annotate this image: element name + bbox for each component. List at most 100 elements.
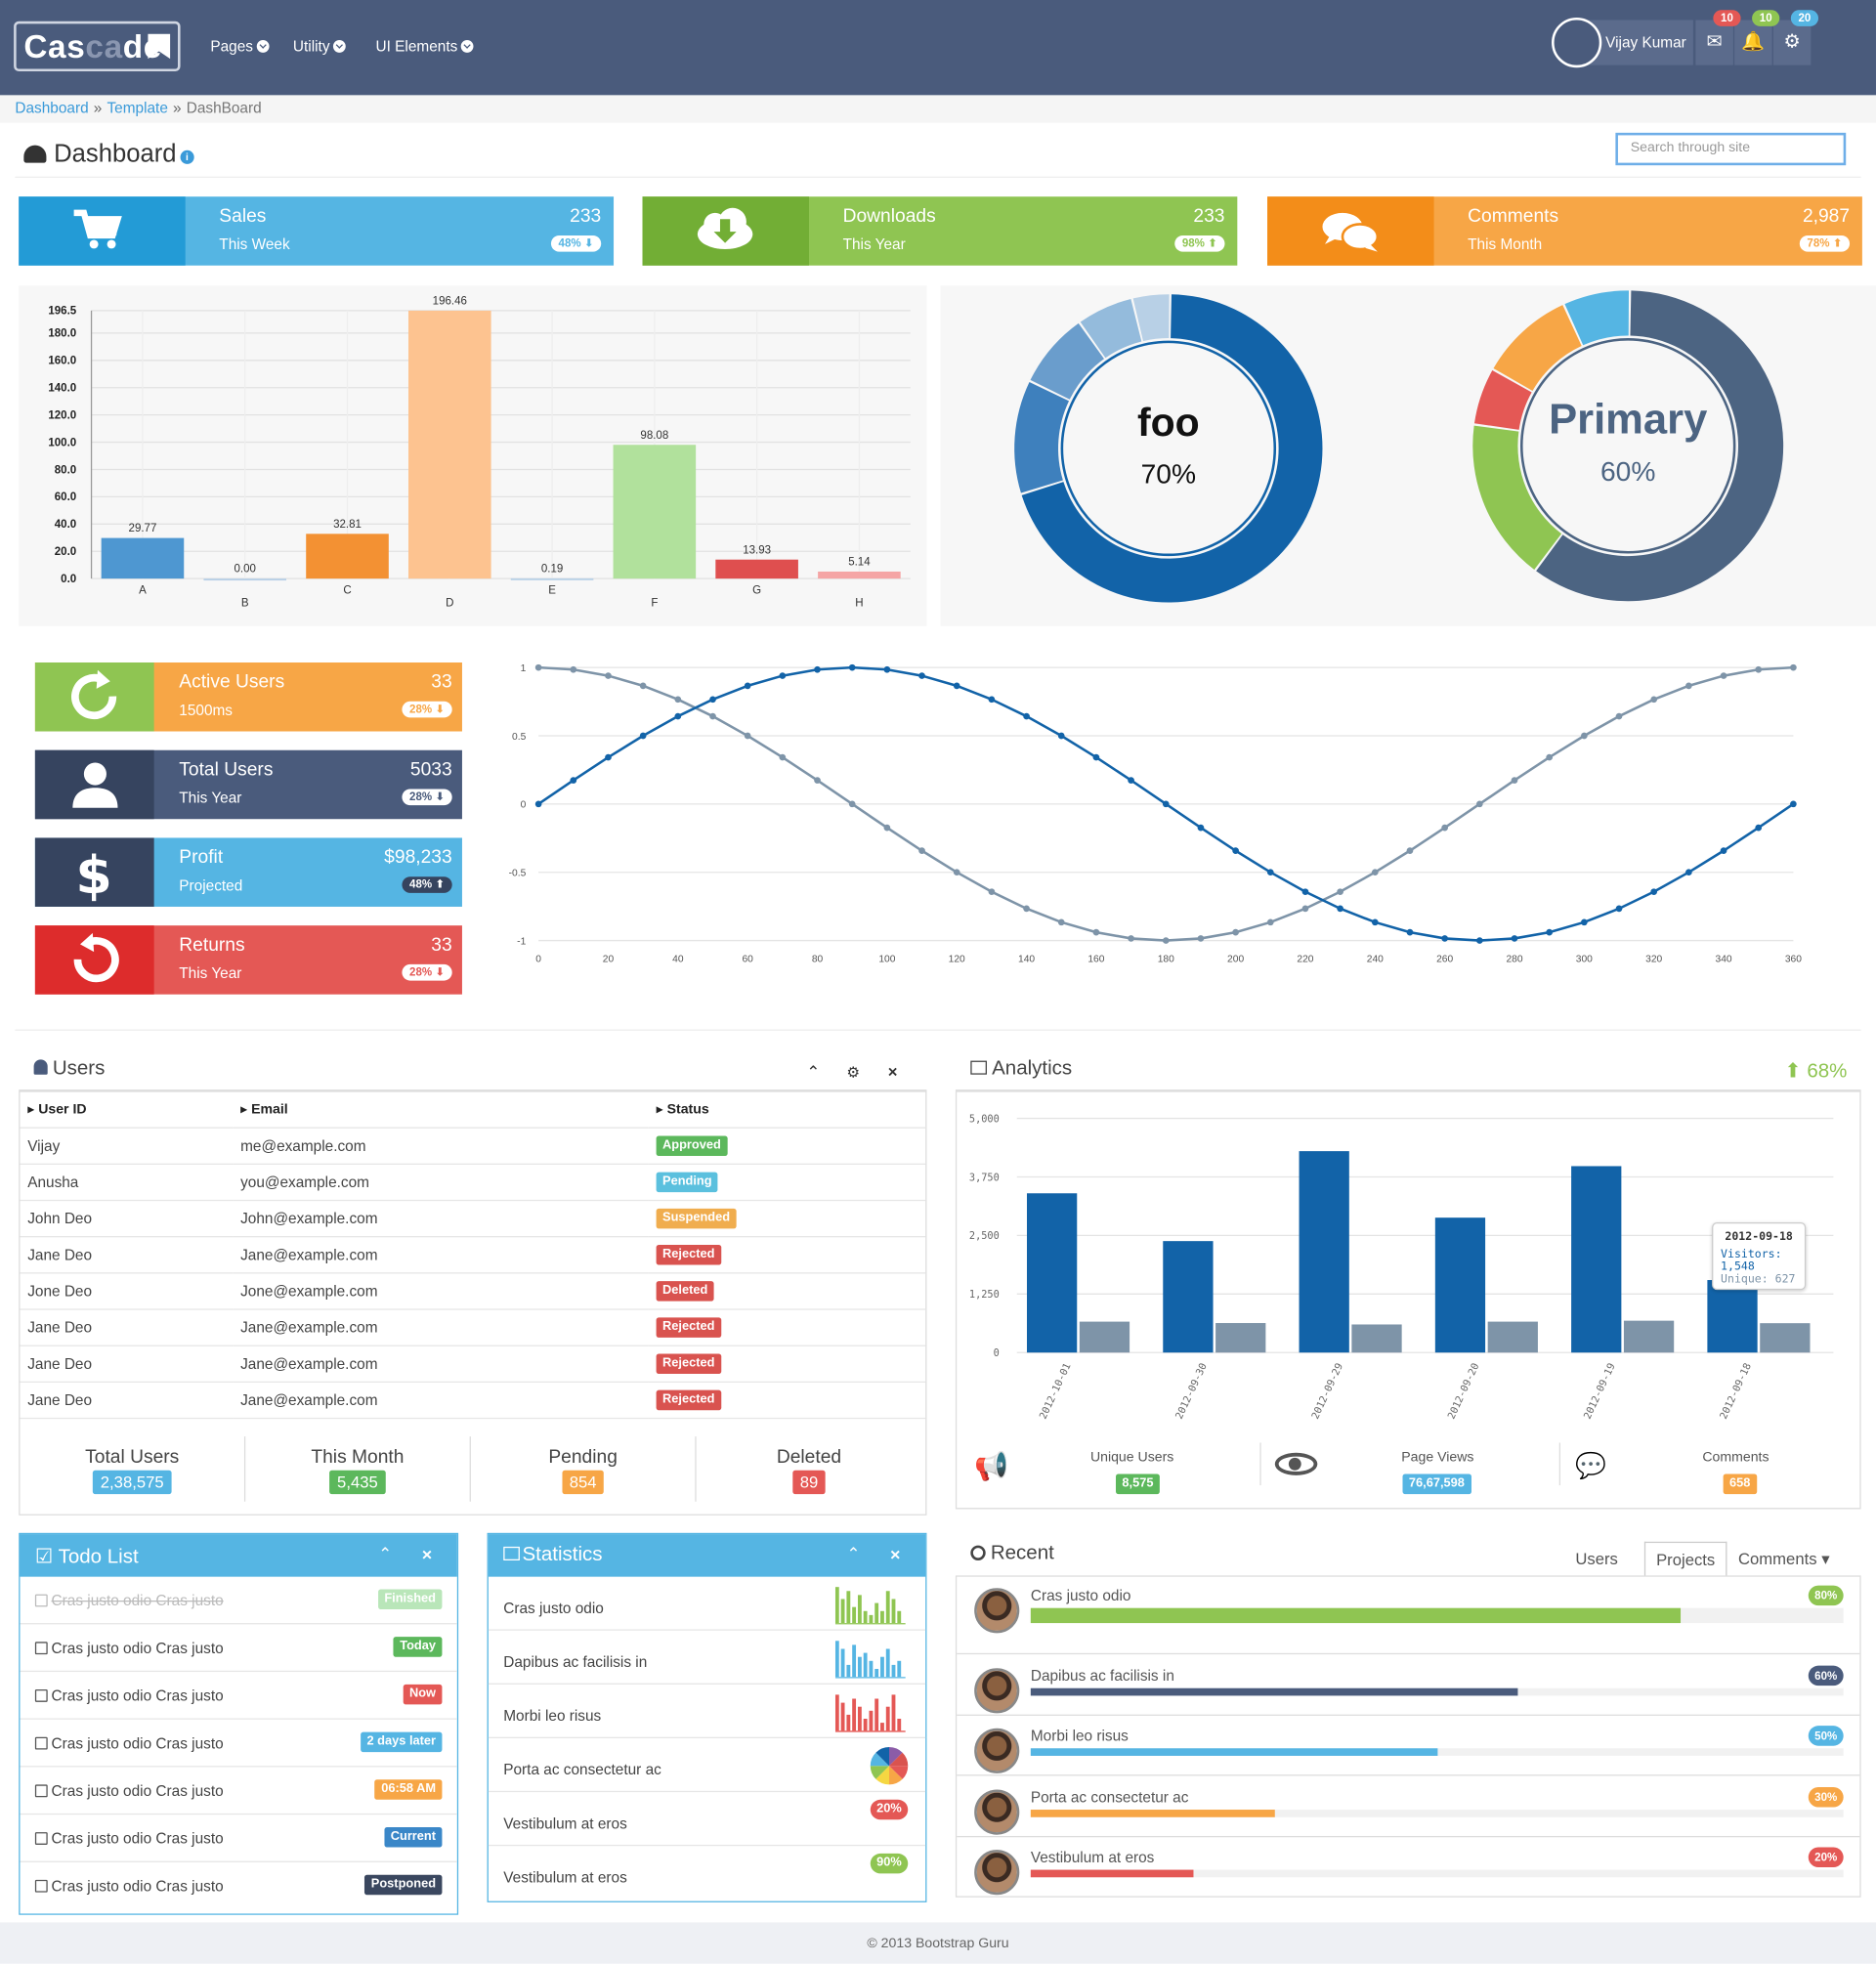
data-point[interactable] <box>605 672 612 679</box>
todo-item[interactable]: Cras justo odio Cras justo Today <box>20 1624 457 1673</box>
stat-item[interactable]: Porta ac consectetur ac <box>488 1738 926 1793</box>
data-point[interactable] <box>1023 905 1030 913</box>
close-icon[interactable]: × <box>890 1544 901 1564</box>
nav-ui-elements[interactable]: UI Elements <box>376 37 474 55</box>
stat-item[interactable]: Dapibus ac facilisis in <box>488 1631 926 1685</box>
donut-segment[interactable] <box>1030 322 1104 400</box>
checkbox[interactable] <box>34 1832 48 1845</box>
donut-segment[interactable] <box>1493 305 1582 391</box>
donut-segment[interactable] <box>1080 298 1142 359</box>
recent-item-text[interactable]: Vestibulum at eros <box>1030 1848 1155 1866</box>
nav-utility[interactable]: Utility <box>293 37 347 55</box>
data-point[interactable] <box>1092 928 1100 936</box>
bar[interactable] <box>1299 1151 1349 1353</box>
data-point[interactable] <box>1371 869 1379 876</box>
data-point[interactable] <box>779 672 787 679</box>
checkbox[interactable] <box>34 1594 48 1607</box>
stat-tile-total-users[interactable]: Total Users This Year 5033 28% ⬇ <box>34 749 462 820</box>
data-point[interactable] <box>1162 937 1170 944</box>
recent-item-text[interactable]: Morbi leo risus <box>1030 1727 1129 1745</box>
avatar[interactable] <box>1552 17 1602 68</box>
data-point[interactable] <box>1581 732 1588 740</box>
data-point[interactable] <box>848 663 856 671</box>
todo-item[interactable]: Cras justo odio Cras justo 2 days later <box>20 1720 457 1768</box>
gear-icon[interactable]: ⚙ <box>846 1063 861 1082</box>
user-name[interactable]: Vijay Kumar <box>1605 33 1686 52</box>
bar[interactable] <box>1571 1166 1622 1353</box>
checkbox[interactable] <box>34 1784 48 1798</box>
recent-item-text[interactable]: Cras justo odio <box>1030 1586 1131 1604</box>
donut-segment[interactable] <box>1473 370 1532 430</box>
tab-users[interactable]: Users <box>1575 1549 1618 1568</box>
bar[interactable] <box>203 578 287 581</box>
data-point[interactable] <box>1128 777 1134 784</box>
breadcrumb-dashboard[interactable]: Dashboard <box>15 99 89 117</box>
data-point[interactable] <box>534 663 542 671</box>
recent-item-text[interactable]: Porta ac consectetur ac <box>1030 1788 1189 1807</box>
data-point[interactable] <box>1720 847 1727 854</box>
bar[interactable] <box>1434 1217 1486 1353</box>
data-point[interactable] <box>953 682 960 690</box>
data-point[interactable] <box>570 665 577 673</box>
data-point[interactable] <box>1685 682 1692 690</box>
donut-segment[interactable] <box>1564 290 1630 346</box>
data-point[interactable] <box>1301 905 1309 913</box>
recent-item-text[interactable]: Dapibus ac facilisis in <box>1030 1666 1174 1685</box>
stat-item[interactable]: Morbi leo risus <box>488 1685 926 1738</box>
data-point[interactable] <box>883 824 891 832</box>
checkbox[interactable] <box>34 1642 48 1655</box>
table-row[interactable]: Jane Deo Jane@example.com Rejected <box>20 1381 926 1419</box>
data-point[interactable] <box>918 847 925 854</box>
todo-item[interactable]: Cras justo odio Cras justo 06:58 AM <box>20 1767 457 1815</box>
data-point[interactable] <box>744 732 751 740</box>
stat-tile-profit[interactable]: $ Profit Projected $98,233 48% ⬆ <box>34 837 462 907</box>
collapse-icon[interactable]: ⌃ <box>806 1061 821 1082</box>
table-row[interactable]: John Deo John@example.com Suspended <box>20 1199 926 1237</box>
data-point[interactable] <box>1266 918 1274 926</box>
data-point[interactable] <box>1475 937 1483 944</box>
data-point[interactable] <box>1266 869 1274 876</box>
bar[interactable] <box>1163 1241 1214 1353</box>
bar[interactable] <box>1079 1321 1130 1353</box>
data-point[interactable] <box>570 777 577 784</box>
data-point[interactable] <box>1406 928 1414 936</box>
breadcrumb-template[interactable]: Template <box>107 99 168 117</box>
data-point[interactable] <box>1755 665 1763 673</box>
data-point[interactable] <box>1720 672 1727 679</box>
todo-item[interactable]: Cras justo odio Cras justo Postponed <box>21 1862 457 1910</box>
todo-item[interactable]: Cras justo odio Cras justo Finished <box>20 1577 457 1625</box>
stat-tile-comments[interactable]: Comments This Month 2,987 78% ⬆ <box>1267 196 1862 266</box>
data-point[interactable] <box>988 888 996 895</box>
data-point[interactable] <box>1615 905 1623 913</box>
bar[interactable] <box>101 537 185 579</box>
table-row[interactable]: Jone Deo Jone@example.com Deleted <box>20 1272 926 1310</box>
data-point[interactable] <box>1406 847 1414 854</box>
table-row[interactable]: Jane Deo Jane@example.com Rejected <box>20 1345 926 1383</box>
data-point[interactable] <box>1581 918 1588 926</box>
bar[interactable] <box>510 577 594 580</box>
data-point[interactable] <box>1023 712 1030 720</box>
search-input[interactable]: Search through site <box>1615 132 1847 166</box>
data-point[interactable] <box>1232 847 1239 854</box>
data-point[interactable] <box>1337 905 1343 913</box>
collapse-icon[interactable]: ⌃ <box>378 1544 393 1563</box>
bar[interactable] <box>818 571 901 579</box>
data-point[interactable] <box>744 682 751 690</box>
data-point[interactable] <box>1511 777 1518 784</box>
data-point[interactable] <box>779 753 787 761</box>
data-point[interactable] <box>1475 800 1483 808</box>
info-icon[interactable]: i <box>180 149 194 164</box>
data-point[interactable] <box>883 665 891 673</box>
data-point[interactable] <box>1441 935 1448 942</box>
bar[interactable] <box>407 310 491 579</box>
col-status[interactable]: ▸ Status <box>648 1091 926 1129</box>
data-point[interactable] <box>1441 824 1448 832</box>
data-point[interactable] <box>1650 888 1658 895</box>
donut-segment[interactable] <box>1536 290 1784 602</box>
stat-tile-returns[interactable]: Returns This Year 33 28% ⬇ <box>34 925 462 995</box>
checkbox[interactable] <box>34 1689 48 1702</box>
data-point[interactable] <box>674 696 682 704</box>
donut-segment[interactable] <box>1021 294 1323 603</box>
data-point[interactable] <box>1650 696 1658 704</box>
table-row[interactable]: Jane Deo Jane@example.com Rejected <box>20 1308 926 1346</box>
